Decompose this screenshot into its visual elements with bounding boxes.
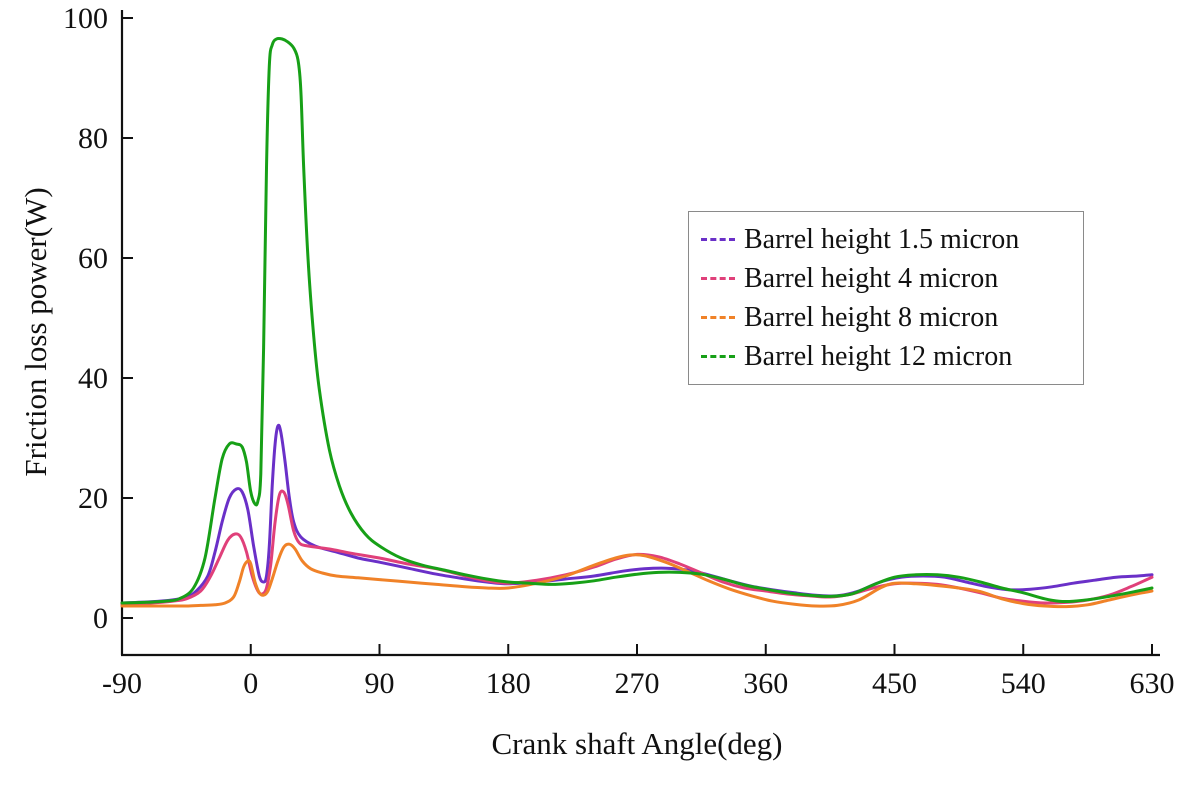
legend-dash-icon [701, 277, 735, 280]
legend-item: Barrel height 12 micron [701, 337, 1073, 376]
x-tick-label: 90 [365, 667, 395, 700]
x-tick-label: 360 [743, 667, 788, 700]
series-line-barrel-height-8-micron [120, 542, 1154, 609]
y-tick-label: 40 [78, 362, 108, 395]
x-tick-label: 180 [486, 667, 531, 700]
y-tick-label: 20 [78, 482, 108, 515]
legend-dash-icon [701, 316, 735, 319]
series-line-barrel-height-1-5-micron [120, 423, 1154, 605]
x-tick-label: 0 [243, 667, 258, 700]
legend-label: Barrel height 1.5 micron [744, 223, 1020, 255]
series-line-barrel-height-12-micron [120, 36, 1154, 605]
legend-label: Barrel height 8 micron [744, 301, 999, 333]
y-axis-title: Friction loss power(W) [18, 187, 53, 477]
y-tick-label: 80 [78, 122, 108, 155]
legend-dash-icon [701, 355, 735, 358]
legend-label: Barrel height 4 micron [744, 262, 999, 294]
legend-item: Barrel height 4 micron [701, 259, 1073, 298]
legend-label: Barrel height 12 micron [744, 340, 1013, 372]
axes: 0 20 40 60 80 100 -90 0 90 180 270 360 450 540 630 [63, 2, 1175, 700]
x-tick-label: 630 [1130, 667, 1175, 700]
legend-item: Barrel height 8 micron [701, 298, 1073, 337]
y-tick-label: 0 [93, 602, 108, 635]
x-tick-label: 450 [872, 667, 917, 700]
x-axis-title: Crank shaft Angle(deg) [491, 726, 783, 761]
x-tick-label: -90 [102, 667, 142, 700]
x-tick-label: 540 [1001, 667, 1046, 700]
legend-item: Barrel height 1.5 micron [701, 220, 1073, 259]
x-tick-label: 270 [615, 667, 660, 700]
y-tick-label: 100 [63, 2, 108, 35]
legend-dash-icon [701, 238, 735, 241]
y-tick-label: 60 [78, 242, 108, 275]
series-group [120, 36, 1154, 609]
legend: Barrel height 1.5 micron Barrel height 4 … [688, 211, 1084, 385]
